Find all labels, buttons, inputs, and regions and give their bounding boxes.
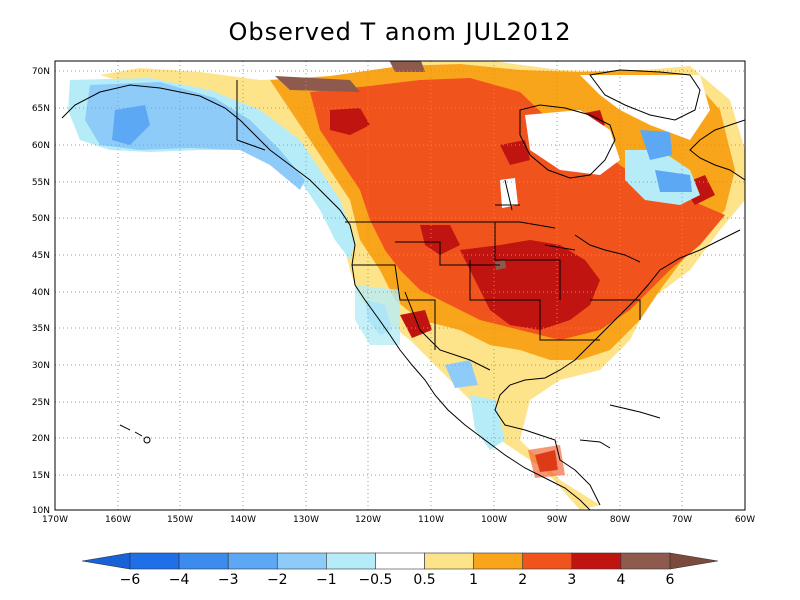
- anomaly-field: [68, 61, 745, 510]
- lat-label: 30N: [32, 361, 50, 371]
- lat-label: 25N: [32, 398, 50, 408]
- lon-label: 150W: [167, 515, 193, 525]
- lat-label: 65N: [32, 104, 50, 114]
- lon-label: 100W: [481, 515, 507, 525]
- lat-label: 45N: [32, 251, 50, 261]
- lon-label: 160W: [105, 515, 131, 525]
- colorbar-tick-label: 2: [518, 572, 527, 588]
- colorbar-tick-label: 4: [616, 572, 625, 588]
- lon-label: 90W: [547, 515, 567, 525]
- colorbar-tick-label: 0.5: [413, 572, 435, 588]
- map-title: Observed T anom JUL2012: [228, 18, 572, 46]
- lon-label: 70W: [672, 515, 692, 525]
- colorbar-high-arrow: [669, 552, 719, 570]
- colorbar-legend: [81, 552, 719, 570]
- lat-label: 20N: [32, 434, 50, 444]
- graticule: [55, 61, 745, 510]
- colorbar-bin: [178, 552, 229, 570]
- colorbar-tick-label: −0.5: [358, 572, 392, 588]
- colorbar-tick-label: −2: [267, 572, 288, 588]
- colorbar-tick-label: −3: [218, 572, 239, 588]
- colorbar-bin: [424, 552, 474, 570]
- lon-label: 120W: [355, 515, 381, 525]
- lat-label: 55N: [32, 178, 50, 188]
- colorbar-tick-label: 6: [666, 572, 675, 588]
- colorbar-labels: −6 −4 −3 −2 −1 −0.5 0.5 1 2 3 4 6: [120, 572, 675, 588]
- colorbar-low-arrow: [81, 552, 131, 570]
- colorbar-tick-label: 3: [567, 572, 576, 588]
- colorbar-bin: [276, 552, 327, 570]
- colorbar-tick-label: −6: [120, 572, 141, 588]
- lat-label: 50N: [32, 214, 50, 224]
- map-frame: [54, 60, 746, 511]
- longitude-labels: 170W 160W 150W 140W 130W 120W 110W 100W …: [42, 515, 755, 525]
- colorbar-bin: [473, 552, 524, 570]
- colorbar-bin: [620, 552, 671, 570]
- lat-label: 70N: [32, 67, 50, 77]
- colorbar-tick-label: −1: [316, 572, 337, 588]
- lon-label: 170W: [42, 515, 68, 525]
- colorbar-tick-label: −4: [169, 572, 190, 588]
- lat-label: 15N: [32, 471, 50, 481]
- colorbar-bin: [129, 552, 180, 570]
- colorbar-bin: [522, 552, 573, 570]
- lon-label: 140W: [230, 515, 256, 525]
- colorbar-tick-label: 1: [469, 572, 478, 588]
- colorbar-bin: [571, 552, 622, 570]
- lat-label: 10N: [32, 506, 50, 516]
- lat-label: 35N: [32, 324, 50, 334]
- colorbar-bin: [227, 552, 278, 570]
- lon-label: 110W: [418, 515, 444, 525]
- lon-label: 80W: [610, 515, 630, 525]
- lat-label: 60N: [32, 141, 50, 151]
- lon-label: 60W: [735, 515, 755, 525]
- coastlines: [61, 69, 745, 510]
- latitude-labels: 70N 65N 60N 55N 50N 45N 40N 35N 30N 25N …: [32, 67, 50, 516]
- lon-label: 130W: [293, 515, 319, 525]
- lat-label: 40N: [32, 288, 50, 298]
- colorbar-bin: [375, 552, 425, 570]
- colorbar-bin: [326, 552, 376, 570]
